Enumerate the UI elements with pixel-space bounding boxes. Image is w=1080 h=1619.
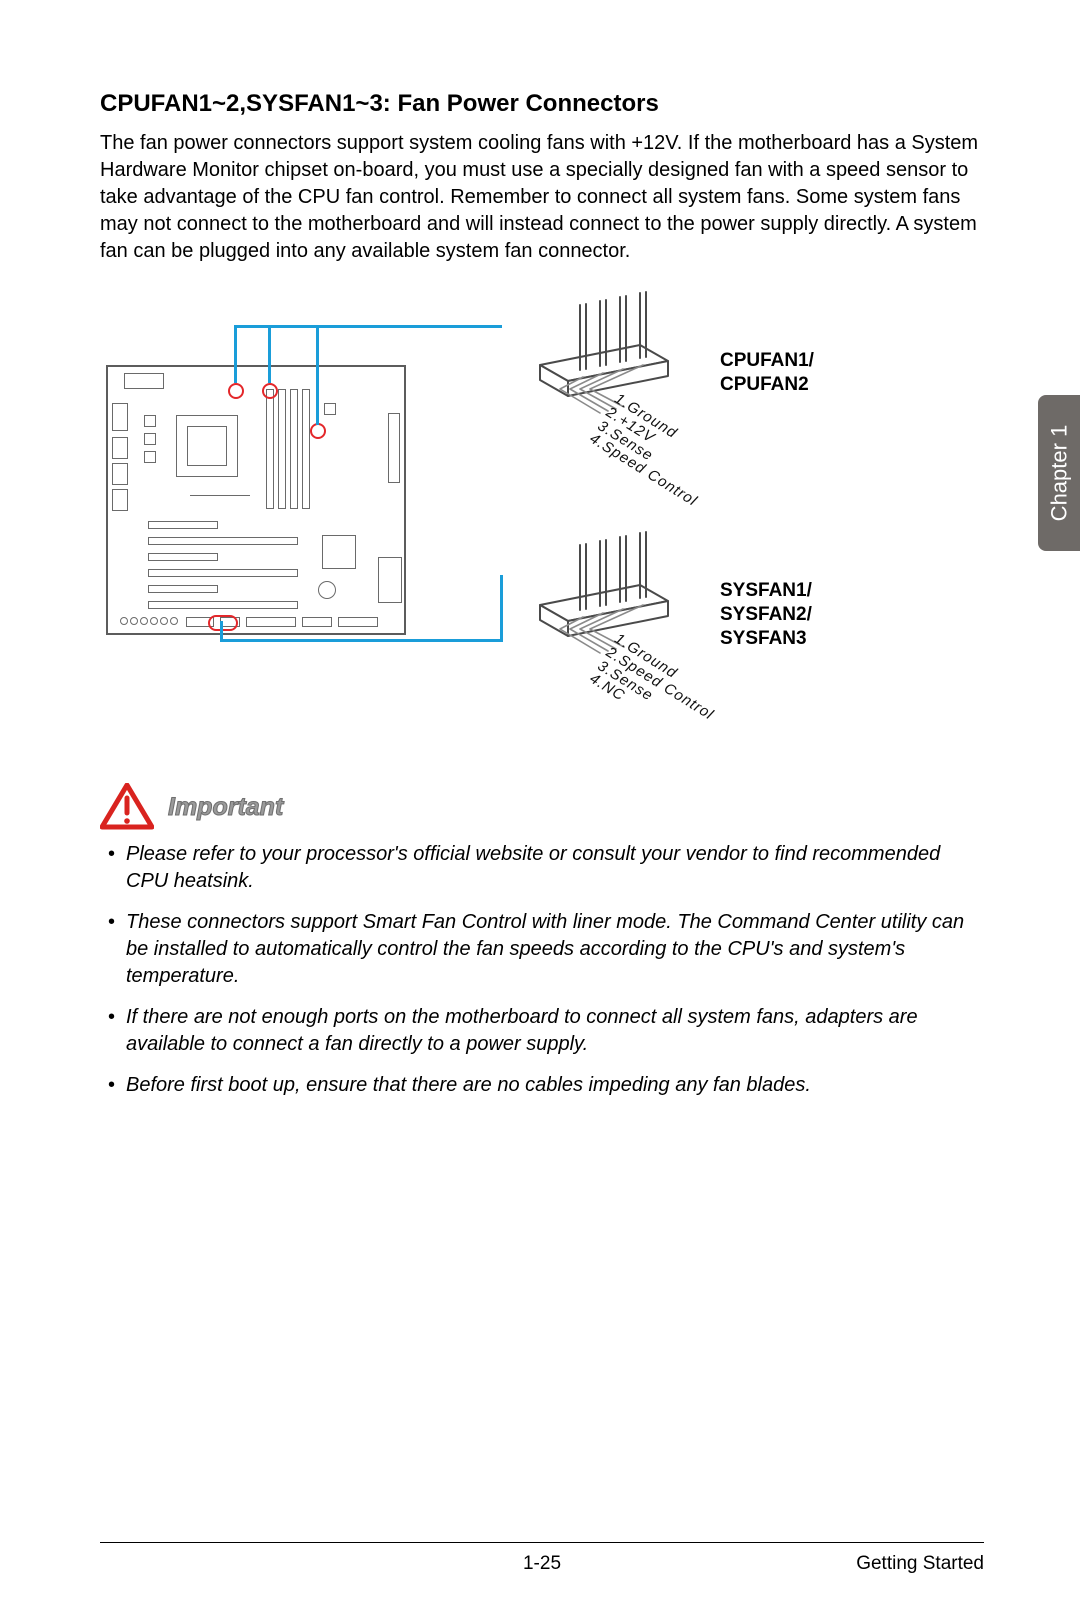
section-heading: CPUFAN1~2,SYSFAN1~3: Fan Power Connector… [100,90,984,118]
bullet-item: If there are not enough ports on the mot… [100,1004,984,1058]
cpufan-label: CPUFAN1/ CPUFAN2 [720,349,814,397]
cpufan-connector-drawing: 1.Ground 2.+12V 3.Sense 4.Speed Control [470,295,750,485]
bullet-item: Before first boot up, ensure that there … [100,1072,984,1099]
bullet-item: These connectors support Smart Fan Contr… [100,909,984,990]
page-footer: 1-25 Getting Started [100,1542,984,1575]
fan-header-highlight [262,383,278,399]
fan-header-highlight [208,615,238,631]
section-body: The fan power connectors support system … [100,130,984,265]
page-number: 1-25 [523,1553,561,1575]
cpu-socket [176,415,238,477]
motherboard-schematic [106,365,406,635]
chapter-tab: Chapter 1 [1038,395,1080,551]
sysfan-label: SYSFAN1/ SYSFAN2/ SYSFAN3 [720,579,812,650]
important-bullets: Please refer to your processor's officia… [100,841,984,1099]
sysfan-connector-drawing: 1.Ground 2.Speed Control 3.Sense 4.NC [470,535,750,735]
important-header: Important [100,783,984,831]
fan-header-highlight [310,423,326,439]
footer-section: Getting Started [856,1553,984,1575]
bullet-item: Please refer to your processor's officia… [100,841,984,895]
important-label: Important [168,793,283,822]
diagram-area: 1.Ground 2.+12V 3.Sense 4.Speed Control … [100,295,980,755]
fan-header-highlight [228,383,244,399]
warning-triangle-icon [100,783,154,831]
